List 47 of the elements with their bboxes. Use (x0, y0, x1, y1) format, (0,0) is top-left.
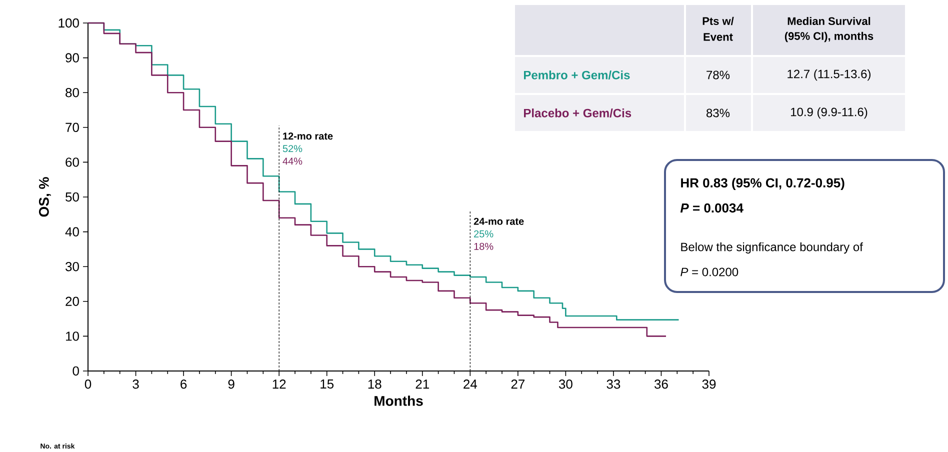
y-tick-label: 50 (66, 192, 79, 202)
y-tick-label: 30 (66, 262, 79, 272)
annotation: 78% (706, 70, 730, 80)
x-tick-label: 0 (84, 380, 92, 389)
text: (95% CI), months (784, 32, 874, 42)
text: 10.9 (9.9-11.6) (790, 107, 868, 119)
annotation: 44% (282, 158, 302, 165)
ref-line-label: 12-mo rate (283, 132, 333, 140)
x-tick-label: 12 (272, 380, 286, 389)
y-tick-label: 70 (66, 122, 79, 132)
y-tick-label: 100 (58, 18, 79, 28)
y-tick-label: 80 (66, 88, 79, 98)
annotation: 18% (474, 242, 494, 250)
y-axis-title: OS, % (38, 177, 51, 217)
annotation: Pts w/ (702, 16, 734, 26)
x-tick-label: 21 (416, 380, 429, 389)
x-tick-label: 39 (702, 380, 716, 389)
annotation: Below the signficance boundary of (681, 242, 863, 254)
annotation: Event (704, 33, 733, 41)
annotation: 83% (706, 108, 730, 118)
y-tick-label: 20 (66, 296, 79, 306)
x-tick-label: 36 (654, 380, 668, 389)
x-tick-label: 15 (320, 380, 334, 389)
x-tick-label: 18 (368, 380, 382, 389)
x-tick-label: 33 (606, 380, 620, 389)
x-tick-label: 30 (558, 380, 572, 389)
text: Median Survival (788, 16, 870, 26)
x-tick-label: 24 (464, 380, 478, 389)
x-axis-title: Months (374, 396, 423, 406)
annotation: P = 0.0034 (680, 203, 744, 213)
text: 12.7 (11.5-13.6) (788, 69, 870, 81)
text: Placebo + Gem/Cis (524, 108, 632, 118)
text: Pembro + Gem/Cis (524, 70, 630, 80)
y-tick-label: 40 (65, 227, 79, 236)
y-tick-label: 90 (66, 53, 79, 62)
annotation: P = 0.0200 (680, 268, 738, 276)
x-tick-label: 3 (132, 380, 139, 389)
y-tick-label: 60 (66, 158, 79, 167)
annotation: HR 0.83 (95% CI, 0.72-0.95) (681, 178, 844, 190)
annotation: 52% (282, 145, 302, 152)
x-tick-label: 27 (511, 380, 524, 389)
x-tick-label: 9 (228, 380, 234, 389)
annotation: 25% (474, 230, 494, 238)
y-tick-label: 0 (72, 366, 79, 376)
y-tick-label: 10 (66, 332, 79, 341)
x-tick-label: 6 (180, 380, 187, 389)
ref-line-label: 24-mo rate (474, 218, 524, 225)
